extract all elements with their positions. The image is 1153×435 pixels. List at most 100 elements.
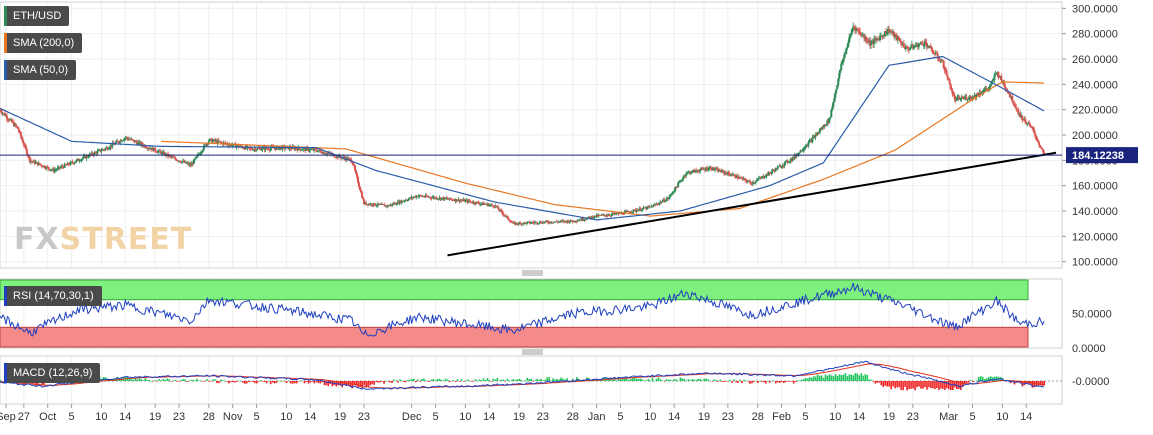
- macd-histogram-bar: [134, 378, 137, 381]
- macd-histogram-bar: [303, 381, 306, 384]
- macd-histogram-bar: [689, 380, 692, 381]
- candle-body: [834, 92, 837, 98]
- macd-histogram-bar: [204, 381, 206, 382]
- candle-body: [748, 180, 751, 182]
- x-tick-label: 5: [617, 411, 623, 423]
- legend-macd[interactable]: MACD (12,26,9): [4, 363, 101, 383]
- rsi-tick-label: 0.0000: [1072, 343, 1106, 355]
- legend-sma50[interactable]: SMA (50,0): [4, 60, 77, 80]
- candle-body: [307, 148, 310, 151]
- x-tick-label: 23: [173, 411, 185, 423]
- legend-sma200-swatch: [4, 33, 7, 53]
- candle-body: [6, 118, 9, 120]
- candle-body: [108, 148, 111, 149]
- candle-body: [308, 150, 311, 152]
- candle-body: [881, 35, 884, 37]
- x-tick-label: 5: [969, 411, 975, 423]
- candle-body: [570, 220, 573, 222]
- macd-histogram-bar: [643, 380, 646, 382]
- macd-histogram-bar: [307, 381, 310, 384]
- candle-body: [113, 144, 116, 145]
- candle-body: [811, 137, 814, 142]
- candle-body: [591, 216, 594, 219]
- candle-body: [707, 167, 710, 170]
- candle-body: [28, 156, 31, 163]
- macd-histogram-bar: [914, 381, 916, 391]
- macd-histogram-bar: [363, 381, 365, 385]
- legend-eth-usd[interactable]: ETH/USD: [4, 6, 70, 26]
- candle-body: [117, 141, 120, 143]
- macd-histogram-bar: [339, 381, 342, 386]
- macd-histogram-bar: [486, 378, 489, 381]
- macd-histogram-bar: [633, 377, 636, 381]
- candle-body: [27, 156, 30, 157]
- macd-histogram-bar: [244, 381, 246, 384]
- macd-histogram-bar: [890, 381, 892, 390]
- macd-histogram-bar: [882, 381, 885, 387]
- macd-histogram-bar: [635, 378, 638, 381]
- macd-histogram-bar: [1005, 381, 1008, 382]
- candle-body: [116, 140, 119, 142]
- candle-body: [681, 179, 684, 181]
- price-tick-label: 100.0000: [1072, 257, 1118, 269]
- candle-body: [851, 29, 854, 33]
- candle-body: [325, 153, 328, 155]
- macd-histogram-bar: [1031, 381, 1034, 388]
- macd-histogram-bar: [922, 381, 924, 389]
- macd-histogram-bar: [971, 381, 974, 383]
- candle-body: [47, 167, 50, 169]
- candle-body: [678, 182, 681, 183]
- macd-histogram-bar: [735, 381, 737, 383]
- candle-body: [275, 147, 278, 150]
- macd-histogram-bar: [148, 379, 151, 381]
- macd-histogram-bar: [637, 378, 640, 381]
- macd-histogram-bar: [271, 381, 274, 383]
- candle-body: [1011, 96, 1014, 102]
- macd-histogram-bar: [387, 381, 389, 382]
- macd-histogram-bar: [600, 380, 602, 382]
- candle-body: [788, 161, 791, 163]
- candle-body: [511, 221, 514, 223]
- candle-body: [80, 159, 83, 161]
- candle-body: [852, 26, 855, 30]
- x-tick-label: 19: [513, 411, 525, 423]
- macd-histogram-bar: [315, 381, 318, 383]
- candle-body: [431, 197, 434, 199]
- candle-body: [982, 90, 985, 93]
- macd-histogram-bar: [558, 379, 560, 381]
- macd-histogram-bar: [365, 381, 367, 388]
- candle-body: [622, 214, 625, 215]
- macd-histogram-bar: [377, 381, 379, 383]
- candle-body: [407, 198, 410, 201]
- candle-body: [492, 205, 495, 207]
- candle-body: [808, 140, 811, 143]
- macd-histogram-bar: [379, 381, 381, 383]
- macd-histogram-bar: [540, 378, 542, 381]
- macd-histogram-bar: [1041, 381, 1044, 386]
- candle-body: [305, 147, 308, 151]
- candle-body: [702, 168, 705, 170]
- macd-histogram-bar: [466, 379, 469, 381]
- candle-body: [728, 173, 731, 176]
- candle-body: [575, 221, 578, 223]
- macd-histogram-bar: [440, 380, 443, 381]
- legend-sma200[interactable]: SMA (200,0): [4, 33, 83, 53]
- axis-layer: 300.0000280.0000260.0000240.0000220.0000…: [0, 3, 1138, 423]
- candle-body: [33, 160, 36, 164]
- macd-histogram-bar: [399, 379, 401, 381]
- macd-histogram-bar: [454, 381, 457, 383]
- macd-histogram-bar: [432, 379, 435, 381]
- candle-body: [449, 197, 452, 200]
- macd-histogram-bar: [188, 380, 190, 382]
- candle-body: [683, 175, 686, 178]
- candle-body: [75, 159, 78, 162]
- candle-body: [682, 177, 685, 180]
- macd-histogram-bar: [281, 381, 284, 382]
- legend-rsi[interactable]: RSI (14,70,30,1): [4, 286, 102, 306]
- macd-histogram-bar: [673, 379, 676, 381]
- candle-body: [948, 79, 951, 84]
- macd-histogram-bar: [180, 379, 182, 381]
- price-tick-label: 160.0000: [1072, 181, 1118, 193]
- candle-body: [751, 182, 754, 185]
- macd-histogram-bar: [731, 381, 733, 383]
